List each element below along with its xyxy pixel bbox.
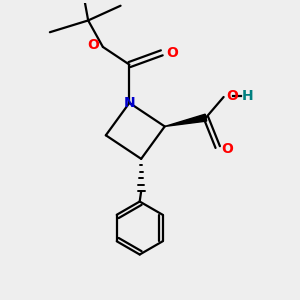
Text: N: N [124, 96, 135, 110]
Text: H: H [242, 88, 254, 103]
Text: O: O [221, 142, 233, 155]
Text: O: O [88, 38, 99, 52]
Text: O: O [226, 88, 238, 103]
Text: O: O [166, 46, 178, 60]
Polygon shape [165, 114, 207, 126]
